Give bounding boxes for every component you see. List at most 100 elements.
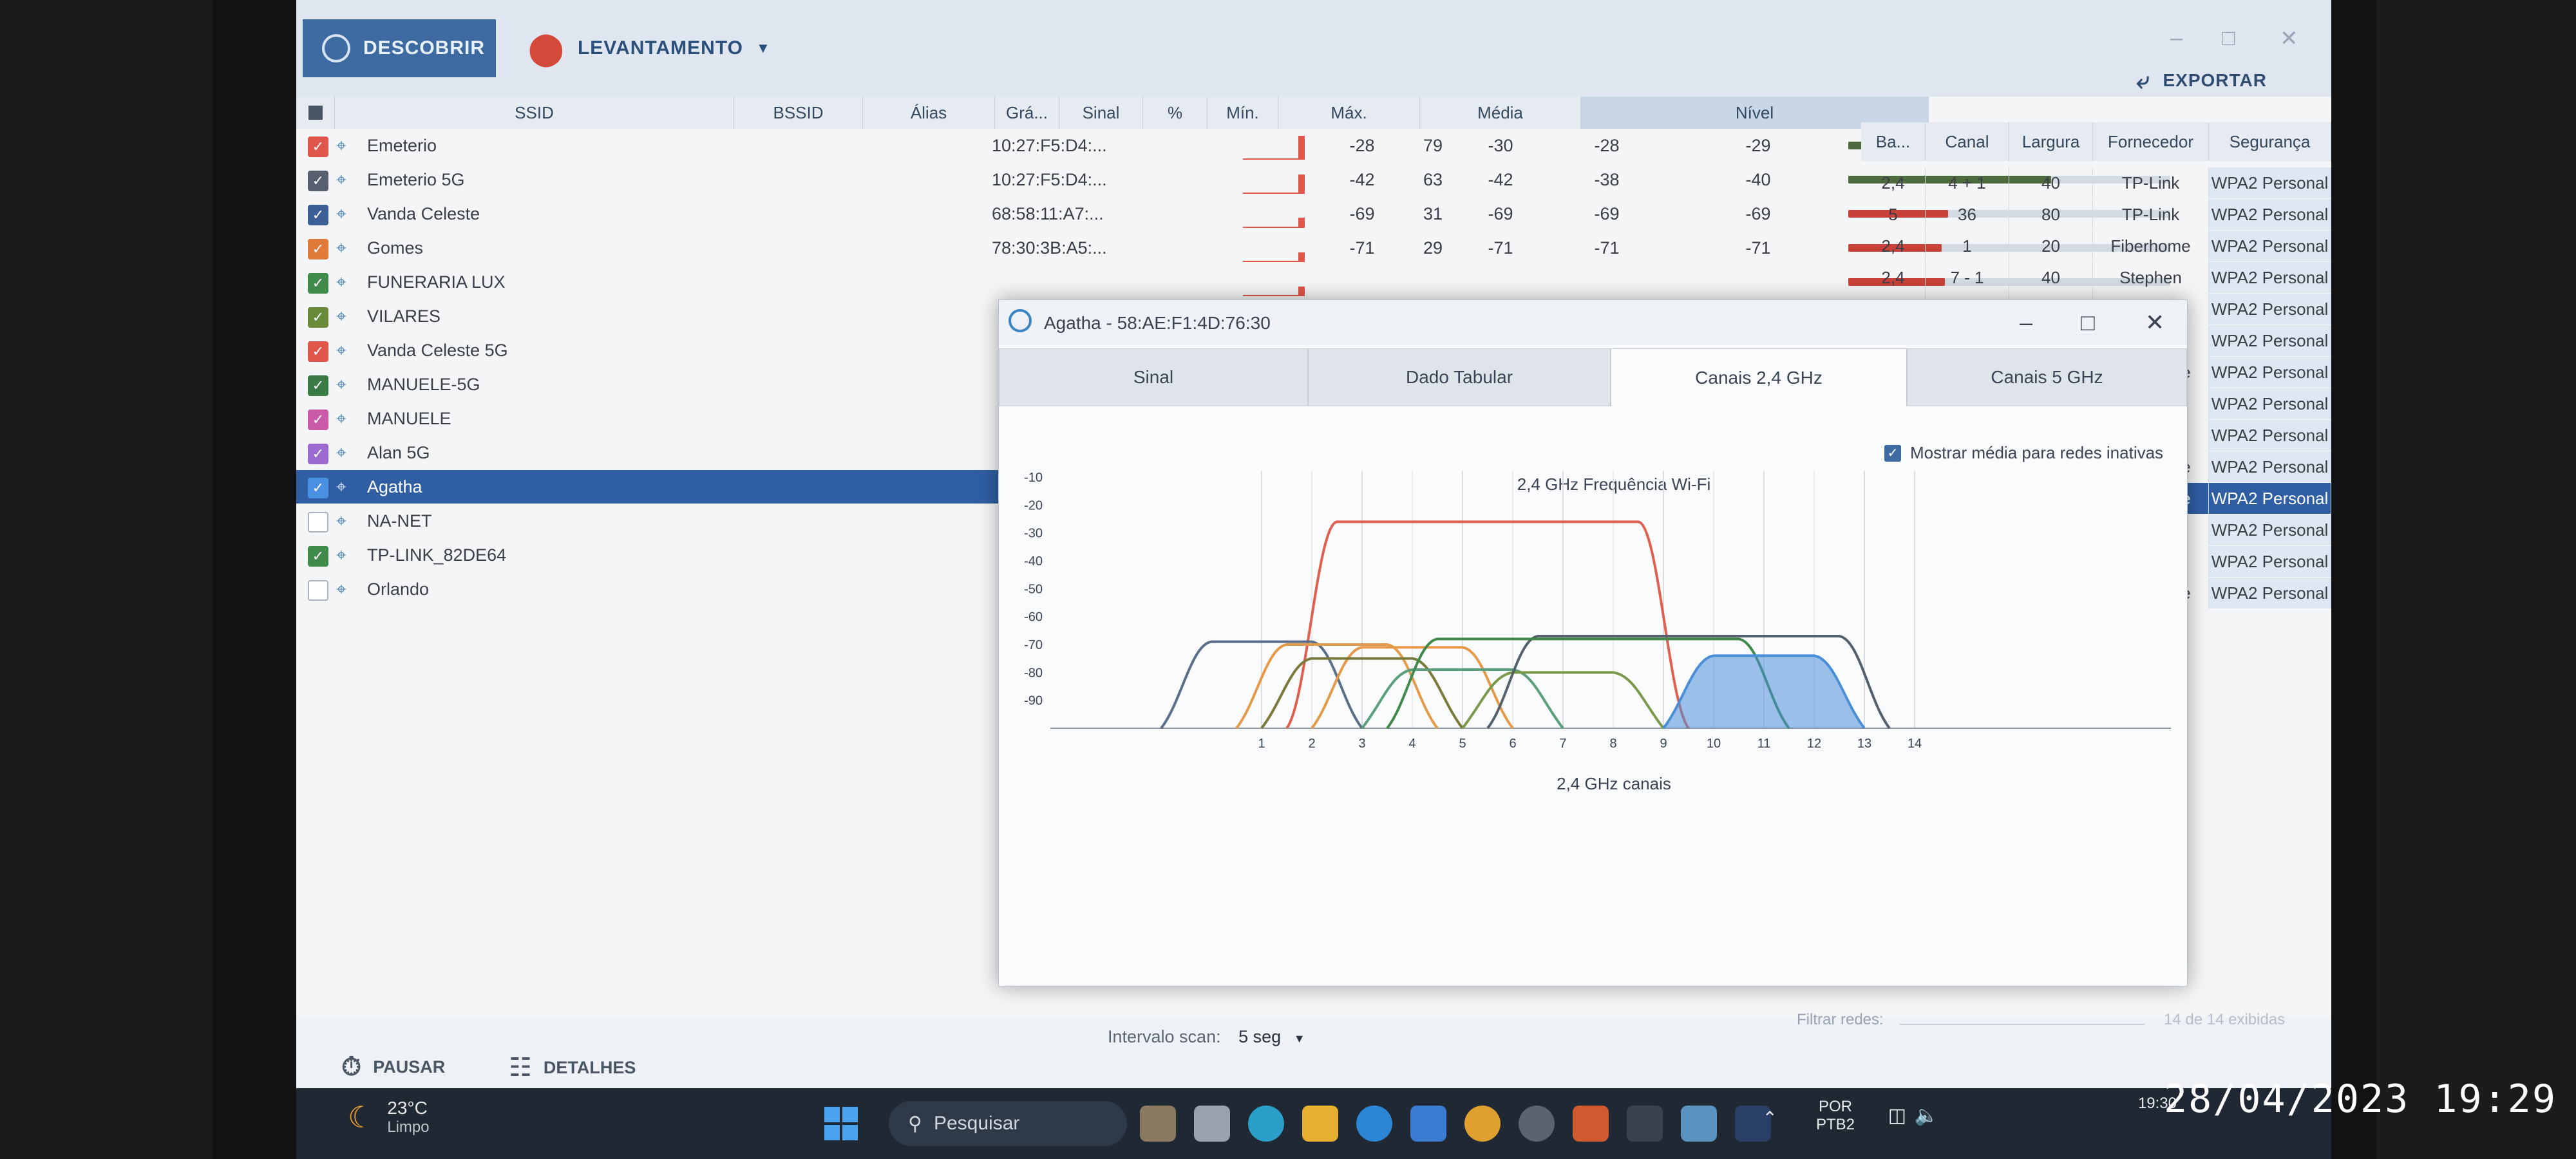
weather-widget[interactable]: ☾ 23°C Limpo [348,1095,430,1140]
row-checkbox[interactable]: ✓ [308,171,328,191]
row-checkbox[interactable]: ✓ [308,205,328,225]
task-view-icon[interactable] [1194,1106,1230,1142]
notepad-icon[interactable] [1410,1106,1446,1142]
col-alias[interactable]: Álias [863,97,995,129]
volume-icon[interactable]: 🔈 [1914,1105,1938,1126]
col-max[interactable]: Máx. [1278,97,1420,129]
widgets-icon[interactable] [1140,1106,1176,1142]
scan-interval: Intervalo scan: 5 seg ▼ [1108,1027,1305,1047]
select-all-checkbox[interactable] [296,97,335,129]
scan-interval-select[interactable]: 5 seg [1238,1027,1282,1046]
table-row[interactable]: 2,4 4 + 1 40 TP-Link WPA2 Personal [1861,167,2331,198]
chrome-icon[interactable] [1464,1106,1501,1142]
close-icon[interactable]: ✕ [2280,26,2298,51]
table-row[interactable]: ✓ ⌖ MANUELE [296,402,2331,435]
show-average-checkbox[interactable]: ✓ Mostrar média para redes inativas [1884,443,2163,463]
channel-tick-label: 5 [1459,737,1466,751]
tab-signal[interactable]: Sinal [999,348,1308,406]
language-code: POR [1818,1098,1852,1115]
row-checkbox[interactable]: ✓ [308,239,328,259]
chart-title: 2,4 GHz Frequência Wi-Fi [1517,475,1711,494]
signal-level-bar [1848,278,2170,286]
store-icon[interactable] [1573,1106,1609,1142]
discover-button[interactable]: DESCOBRIR [303,19,496,77]
col-percent[interactable]: % [1143,97,1208,129]
table-row[interactable]: 2,4 7 - 1 40 Stephen WPA2 Personal [1861,262,2331,293]
table-row[interactable]: ✓ ⌖ Gomes 78:30:3B:A5:... -71 29 -71 -71… [296,231,2331,265]
language-indicator[interactable]: POR PTB2 [1816,1098,1855,1134]
table-row[interactable]: ✓ ⌖ MANUELE-5G [296,368,2331,401]
file-explorer-icon[interactable] [1302,1106,1338,1142]
row-checkbox[interactable] [308,512,328,532]
minimize-icon[interactable]: – [2170,26,2183,50]
table-row[interactable]: 5 36 80 TP-Link WPA2 Personal [1861,199,2331,230]
row-checkbox[interactable]: ✓ [308,273,328,294]
table-row[interactable]: ✓ ⌖ Vanda Celeste 68:58:11:A7:... -69 31… [296,197,2331,231]
edge-icon[interactable] [1356,1106,1392,1142]
start-button[interactable] [824,1101,858,1146]
row-checkbox[interactable]: ✓ [308,444,328,464]
tab-channels-24[interactable]: Canais 2,4 GHz [1611,348,1907,406]
channel-chart: 2,4 GHz Frequência Wi-Fi2412242224322442… [1024,461,2171,793]
row-checkbox[interactable] [308,580,328,601]
avg-cell: -71 [1745,238,1771,258]
band-cell: 2,4 [1861,167,1926,198]
security-cell: WPA2 Personal [2209,483,2331,514]
table-row[interactable]: ✓ ⌖ TP-LINK_82DE64 [296,538,2331,572]
col-security[interactable]: Segurança [2209,122,2331,161]
radar-icon [322,34,350,62]
keyboard-layout: PTB2 [1815,1116,1855,1133]
wifi-analyzer-icon[interactable] [1248,1106,1284,1142]
export-button[interactable]: ⤶ EXPORTAR [2136,64,2267,97]
security-cell: WPA2 Personal [2209,514,2331,545]
table-row[interactable]: ✓ ⌖ VILARES [296,299,2331,333]
tab-channels-5[interactable]: Canais 5 GHz [1907,348,2187,406]
network-icon[interactable]: ◫ [1888,1105,1906,1126]
tab-tabular[interactable]: Dado Tabular [1308,348,1611,406]
clock[interactable]: 19:30 [2137,1095,2177,1112]
powershell-icon[interactable] [1735,1106,1771,1142]
discover-label: DESCOBRIR [363,37,486,59]
speedometer-icon[interactable] [1519,1106,1555,1142]
col-channel[interactable]: Canal [1926,122,2009,161]
table-row[interactable]: ✓ ⌖ Alan 5G [296,436,2331,469]
row-checkbox[interactable]: ✓ [308,478,328,498]
col-avg[interactable]: Média [1420,97,1581,129]
table-row[interactable]: ✓ ⌖ Vanda Celeste 5G [296,334,2331,367]
col-ssid[interactable]: SSID [335,97,734,129]
channel-tick-label: 9 [1660,737,1667,751]
row-checkbox[interactable]: ✓ [308,137,328,157]
col-band[interactable]: Ba... [1861,122,1926,161]
col-bssid[interactable]: BSSID [734,97,863,129]
taskbar-search[interactable]: ⚲ Pesquisar [889,1101,1127,1146]
location-pin-icon: ⬤ [528,30,565,66]
table-row[interactable]: ✓ ⌖ Emeterio 5G 10:27:F5:D4:... -42 63 -… [296,163,2331,196]
col-graph[interactable]: Grá... [995,97,1059,129]
pause-button[interactable]: ⏱ PAUSAR [341,1053,445,1082]
table-row[interactable]: ⌖ NA-NET [296,504,2331,538]
row-checkbox[interactable]: ✓ [308,410,328,430]
details-button[interactable]: ☷ DETALHES [509,1053,636,1082]
table-row[interactable]: 2,4 1 20 Fiberhome WPA2 Personal [1861,231,2331,261]
minimize-icon[interactable]: – [2020,309,2033,335]
col-signal[interactable]: Sinal [1059,97,1143,129]
filter-input[interactable] [1900,1024,2145,1025]
survey-button[interactable]: ⬤ LEVANTAMENTO ▼ [528,19,771,77]
table-row[interactable]: ✓ ⌖ FUNERARIA LUX [296,265,2331,299]
row-checkbox[interactable]: ✓ [308,375,328,396]
row-checkbox[interactable]: ✓ [308,341,328,362]
close-icon[interactable]: ✕ [2145,309,2165,335]
col-min[interactable]: Mín. [1208,97,1278,129]
row-checkbox[interactable]: ✓ [308,546,328,567]
table-row[interactable]: ⌖ Orlando [296,572,2331,606]
chevron-down-icon[interactable]: ▼ [1293,1032,1305,1045]
chevron-down-icon: ▼ [755,40,771,56]
maximize-icon[interactable]: □ [2222,26,2235,50]
maximize-icon[interactable]: □ [2081,309,2095,335]
ssid-cell: TP-LINK_82DE64 [367,545,507,565]
row-checkbox[interactable]: ✓ [308,307,328,328]
monitor-icon[interactable] [1681,1106,1717,1142]
col-width[interactable]: Largura [2009,122,2093,161]
terminal-icon[interactable] [1627,1106,1663,1142]
col-vendor[interactable]: Fornecedor [2093,122,2209,161]
